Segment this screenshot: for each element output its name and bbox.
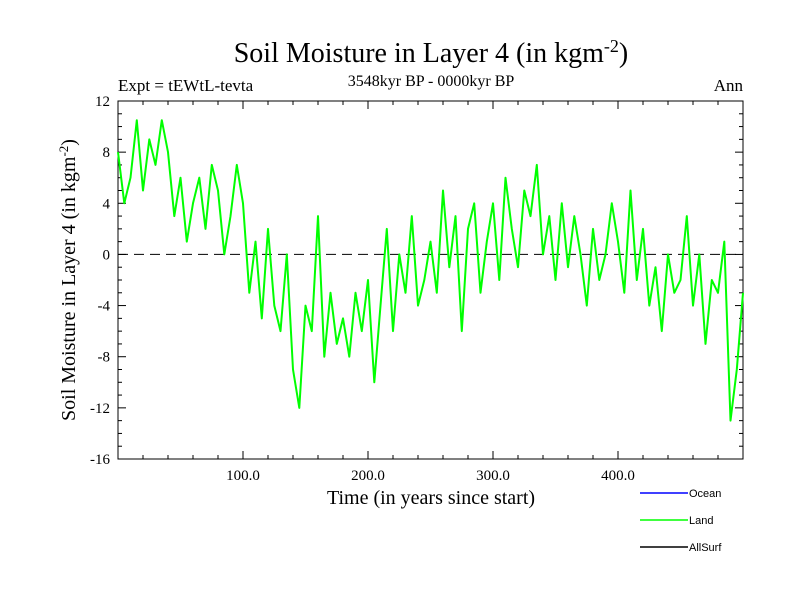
tick-layer: [117, 100, 744, 460]
y-tick-labels: -16 -12 -8 -4 0 4 8 12: [90, 94, 111, 468]
plot-frame: [117, 100, 744, 460]
y-tick-label: 12: [95, 94, 110, 110]
y-axis-label: Soil Moisture in Layer 4 (in kgm-2): [56, 139, 81, 421]
x-axis-label: Time (in years since start): [327, 487, 535, 509]
y-tick-label: 4: [103, 196, 111, 212]
x-tick-labels: 100.0 200.0 300.0 400.0: [226, 468, 635, 484]
chart-title-close: ): [619, 38, 628, 69]
x-tick-label: 400.0: [601, 468, 635, 484]
chart-title-sup: -2: [604, 36, 619, 56]
legend-ocean-label: Ocean: [689, 488, 721, 500]
y-tick-label: 8: [103, 145, 111, 161]
legend-land-label: Land: [689, 515, 713, 527]
chart-title-main: Soil Moisture in Layer 4 (in kgm: [234, 38, 604, 69]
y-tick-label: 0: [103, 247, 111, 263]
chart-title: Soil Moisture in Layer 4 (in kgm-2): [234, 36, 629, 69]
x-tick-label: 200.0: [351, 468, 385, 484]
x-tick-label: 100.0: [226, 468, 260, 484]
legend: Ocean Land AllSurf: [640, 488, 722, 554]
season-label: Ann: [714, 76, 744, 95]
y-axis-label-sup: -2: [56, 146, 71, 157]
y-axis-label-close: ): [58, 139, 80, 146]
expt-label: Expt = tEWtL-tevta: [118, 76, 254, 95]
y-tick-label: -12: [90, 401, 110, 417]
land-series-line: [117, 119, 744, 422]
chart-subtitle: 3548kyr BP - 0000kyr BP: [348, 73, 515, 90]
y-axis-label-main: Soil Moisture in Layer 4 (in kgm: [58, 156, 80, 421]
x-tick-label: 300.0: [476, 468, 510, 484]
y-tick-label: -4: [98, 299, 111, 315]
y-tick-label: -8: [98, 350, 111, 366]
y-tick-label: -16: [90, 452, 110, 468]
legend-allsurf-label: AllSurf: [689, 542, 722, 554]
